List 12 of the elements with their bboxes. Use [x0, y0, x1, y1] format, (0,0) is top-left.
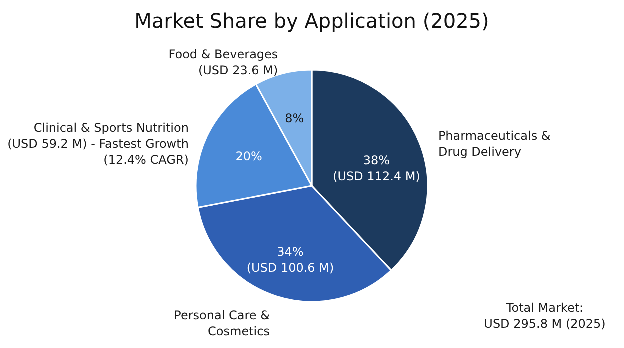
text: (USD 59.2 M) - Fastest Growth (12.4% CAGR)	[8, 137, 189, 168]
slice-label: Pharmaceuticals & Drug Delivery	[438, 128, 551, 159]
slice-label: Personal Care & Cosmetics	[174, 308, 270, 338]
slice-label: Food & Beverages	[168, 47, 278, 62]
data-label: 34% (USD 100.6 M)	[246, 245, 334, 276]
data-label: 8%	[285, 112, 304, 126]
text: (USD 23.6 M)	[198, 63, 278, 78]
text: Total Market: USD 295.8 M (2025)	[484, 301, 606, 331]
data-label: 20%	[236, 149, 262, 164]
data-label: 38% (USD 112.4 M)	[333, 153, 420, 184]
slice-label: Clinical & Sports Nutrition	[34, 121, 189, 136]
chart-title: Market Share by Application (2025)	[134, 9, 490, 33]
